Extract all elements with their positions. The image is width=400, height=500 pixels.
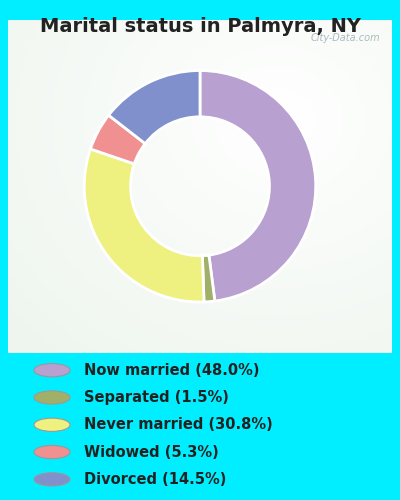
Wedge shape [109,70,200,144]
Text: Never married (30.8%): Never married (30.8%) [84,418,273,432]
Circle shape [34,446,70,458]
Text: Marital status in Palmyra, NY: Marital status in Palmyra, NY [40,18,360,36]
Circle shape [34,418,70,432]
Circle shape [34,391,70,404]
Circle shape [34,364,70,377]
Text: Now married (48.0%): Now married (48.0%) [84,362,260,378]
Text: Separated (1.5%): Separated (1.5%) [84,390,229,405]
Text: Divorced (14.5%): Divorced (14.5%) [84,472,226,487]
Wedge shape [84,149,204,302]
Wedge shape [202,255,215,302]
Text: Widowed (5.3%): Widowed (5.3%) [84,444,219,460]
Circle shape [34,472,70,486]
Text: City-Data.com: City-Data.com [311,34,380,43]
Wedge shape [90,115,145,164]
Wedge shape [200,70,316,301]
